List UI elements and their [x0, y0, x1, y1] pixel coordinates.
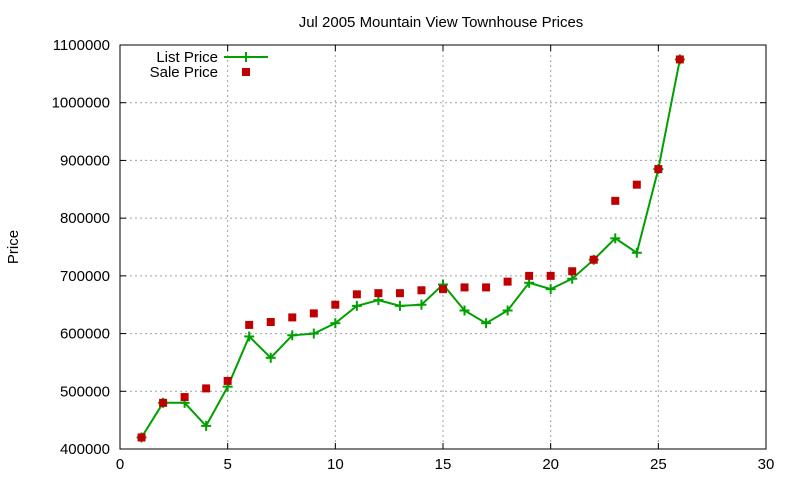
y-tick-label: 600000 — [60, 326, 110, 343]
y-tick-label: 700000 — [60, 268, 110, 285]
y-tick-label: 900000 — [60, 152, 110, 169]
y-tick-label: 500000 — [60, 383, 110, 400]
sale-price-point — [245, 320, 254, 329]
x-tick-label: 20 — [542, 456, 559, 473]
list-price-point — [610, 233, 621, 244]
list-price-point — [201, 420, 212, 431]
y-tick-label: 800000 — [60, 210, 110, 227]
list-price-point — [330, 318, 341, 329]
chart-title: Jul 2005 Mountain View Townhouse Prices — [299, 14, 584, 31]
sale-price-point — [589, 255, 598, 264]
y-tick-label: 1000000 — [52, 95, 110, 112]
list-price-point — [631, 247, 642, 258]
list-price-point — [308, 328, 319, 339]
sale-price-point — [266, 318, 275, 327]
sale-price-point — [374, 289, 383, 298]
legend-label-list-price: List Price — [156, 49, 218, 66]
sale-price-point — [675, 55, 684, 64]
sale-price-point — [159, 398, 168, 407]
sale-price-point — [460, 283, 469, 292]
list-price-point — [394, 300, 405, 311]
sale-price-point — [352, 290, 361, 299]
sale-price-point — [202, 384, 211, 393]
sale-price-point — [223, 376, 232, 385]
sale-price-point — [654, 165, 663, 174]
sale-price-point — [417, 286, 426, 295]
sale-price-point — [611, 196, 620, 205]
list-price-point — [287, 330, 298, 341]
x-tick-label: 25 — [650, 456, 667, 473]
list-price-point — [351, 300, 362, 311]
grid — [120, 45, 766, 449]
sale-price-point — [503, 277, 512, 286]
sale-price-point — [309, 309, 318, 318]
list-price-point — [459, 305, 470, 316]
list-price-point — [244, 331, 255, 342]
sale-price-point — [331, 300, 340, 309]
sale-price-point — [137, 433, 146, 442]
x-tick-label: 15 — [435, 456, 452, 473]
x-tick-label: 30 — [758, 456, 775, 473]
sale-price-point — [632, 180, 641, 189]
list-price-line — [140, 59, 681, 439]
y-tick-label: 400000 — [60, 441, 110, 458]
sale-price-point — [568, 267, 577, 276]
list-price-point — [481, 318, 492, 329]
sale-price-point — [525, 271, 534, 280]
sale-price-point — [439, 285, 447, 294]
sale-price-point — [482, 283, 491, 292]
axes: 0 5 10 15 20 25 30 400000 500000 600000 700000 8000… — [52, 37, 775, 473]
list-price-point — [416, 299, 427, 310]
list-price-point — [265, 352, 276, 363]
legend-label-sale-price: Sale Price — [150, 64, 218, 81]
sale-price-point — [180, 393, 189, 402]
list-price-point — [502, 305, 513, 316]
x-tick-label: 5 — [223, 456, 231, 473]
legend-swatch-sale-price — [242, 68, 250, 76]
list-price-point — [545, 284, 556, 295]
series-layer — [136, 54, 685, 443]
sale-price-point — [395, 289, 404, 298]
y-axis-label: Price — [5, 230, 22, 264]
sale-price-point — [546, 271, 555, 280]
x-tick-label: 10 — [327, 456, 344, 473]
y-tick-label: 1100000 — [53, 37, 110, 54]
list-price-point — [567, 273, 578, 284]
sale-price-point — [288, 313, 297, 322]
x-tick-label: 0 — [116, 456, 124, 473]
